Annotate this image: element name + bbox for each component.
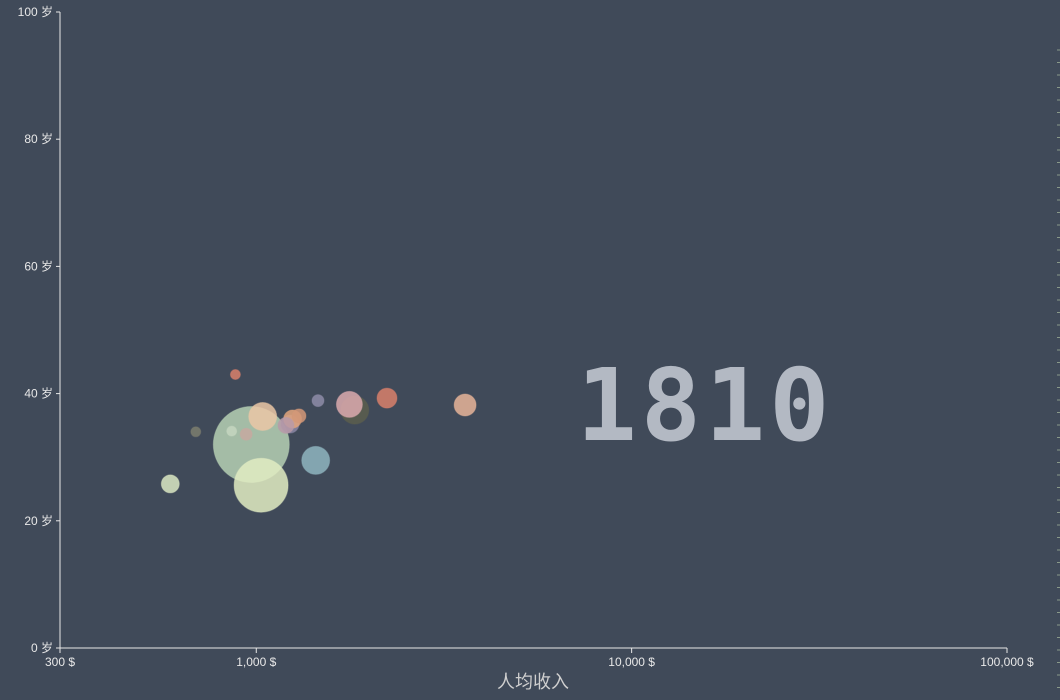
y-tick-label: 80 岁 — [24, 131, 53, 146]
bubble-point[interactable] — [239, 427, 253, 441]
bubble-point[interactable] — [301, 445, 331, 475]
y-tick-label: 100 岁 — [18, 4, 53, 19]
y-tick-label: 0 岁 — [31, 640, 53, 655]
y-tick-label: 60 岁 — [24, 258, 53, 273]
bubble-point[interactable] — [335, 390, 363, 418]
bubbles[interactable] — [160, 369, 477, 513]
bubble-point[interactable] — [311, 394, 325, 408]
bubble-point[interactable] — [160, 474, 180, 494]
year-watermark: 1810 — [577, 347, 834, 464]
x-tick-label: 300 $ — [45, 655, 75, 669]
bubble-point[interactable] — [291, 408, 307, 424]
x-axis-title: 人均收入 — [497, 672, 569, 693]
bubble-point[interactable] — [453, 393, 477, 417]
y-tick-label: 20 岁 — [24, 513, 53, 528]
bubble-point[interactable] — [248, 402, 278, 431]
x-tick-label: 10,000 $ — [608, 655, 655, 669]
y-tick-label: 40 岁 — [24, 386, 53, 401]
bubble-point[interactable] — [226, 425, 238, 437]
bubble-point[interactable] — [277, 416, 295, 434]
x-tick-label: 100,000 $ — [980, 655, 1034, 669]
bubble-point[interactable] — [233, 457, 289, 513]
axes: 0 岁 20 岁 40 岁 60 岁 80 岁 100 岁 300 $ 1,000 $ 10,0… — [18, 4, 1034, 669]
bubble-point[interactable] — [376, 387, 398, 409]
bubble-point[interactable] — [190, 426, 202, 438]
bubble-point[interactable] — [229, 369, 241, 380]
x-tick-label: 1,000 $ — [236, 655, 276, 669]
